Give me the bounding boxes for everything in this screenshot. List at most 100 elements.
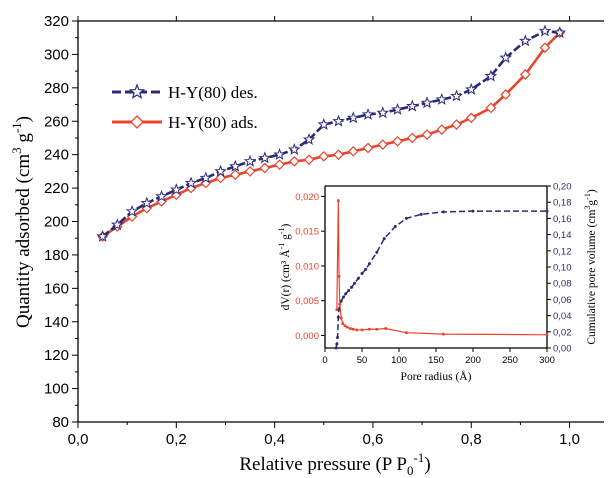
point-des bbox=[499, 51, 512, 64]
point-ads bbox=[215, 172, 226, 184]
point-des bbox=[155, 189, 168, 202]
y-tick-label: 280 bbox=[44, 80, 69, 97]
point-ads bbox=[318, 150, 330, 162]
legend: H-Y(80) des. H-Y(80) ads. bbox=[112, 83, 258, 132]
y-tick-label: 140 bbox=[44, 314, 69, 331]
inset-point-dv bbox=[341, 322, 345, 325]
point-des bbox=[96, 229, 109, 242]
point-des bbox=[170, 183, 183, 196]
legend-star-marker bbox=[128, 83, 146, 100]
main-plot: 0,0 0,2 0,4 0,6 0,8 1,0 80 100 120 140 160 180 200 22… bbox=[9, 13, 604, 478]
legend-label-des: H-Y(80) des. bbox=[168, 83, 258, 102]
point-des bbox=[332, 114, 345, 127]
point-des bbox=[435, 92, 449, 105]
inset-point-cumulative bbox=[404, 216, 408, 220]
legend-entry-des: H-Y(80) des. bbox=[112, 83, 258, 102]
main-y-axis-title: Quantity adsorbed (cm3 g-1) bbox=[9, 116, 34, 328]
inset-point-cumulative bbox=[393, 225, 397, 228]
point-des bbox=[346, 111, 360, 124]
inset-right-tick-label: 0,00 bbox=[553, 344, 572, 355]
point-des bbox=[243, 154, 257, 167]
point-des bbox=[288, 143, 301, 156]
inset-point-dv bbox=[355, 328, 359, 332]
point-ads bbox=[451, 119, 462, 130]
point-ads bbox=[303, 154, 315, 166]
inset-plot: 0 50 100 150 200 250 300 0,000 0,005 0,010 0,015 0,… bbox=[277, 182, 598, 384]
inset-point-cumulative bbox=[356, 276, 360, 280]
point-ads bbox=[274, 159, 285, 171]
inset-point-dv bbox=[339, 316, 343, 320]
point-des bbox=[376, 106, 390, 119]
inset-right-tick-label: 0,16 bbox=[553, 214, 572, 225]
y-tick-label: 320 bbox=[44, 13, 69, 30]
point-des bbox=[317, 117, 331, 130]
point-ads bbox=[377, 139, 389, 150]
inset-point-dv bbox=[545, 333, 549, 337]
inset-ticks: 0 50 100 150 200 250 300 0,000 0,005 0,010 0,015 0,… bbox=[295, 182, 571, 367]
inset-right-tick-label: 0,06 bbox=[553, 295, 572, 306]
x-tick-label: 1,0 bbox=[559, 431, 580, 448]
inset-point-cumulative bbox=[441, 210, 445, 214]
point-des bbox=[464, 82, 478, 95]
point-ads bbox=[406, 132, 418, 144]
point-ads bbox=[539, 42, 551, 54]
inset-point-cumulative bbox=[364, 267, 368, 271]
y-tick-label: 160 bbox=[44, 280, 69, 297]
inset-x-tick-label: 50 bbox=[357, 355, 368, 366]
inset-series bbox=[334, 199, 549, 350]
point-des bbox=[229, 159, 242, 172]
inset-point-cumulative bbox=[350, 285, 354, 289]
y-tick-label: 220 bbox=[44, 180, 69, 197]
inset-point-cumulative bbox=[336, 315, 340, 319]
point-ads bbox=[485, 102, 497, 114]
inset-point-dv bbox=[405, 331, 408, 335]
x-tick-label: 0,2 bbox=[166, 431, 187, 448]
inset-right-tick-label: 0,12 bbox=[553, 246, 572, 257]
inset-point-cumulative bbox=[382, 237, 386, 241]
point-des bbox=[125, 204, 139, 217]
inset-point-dv bbox=[351, 327, 355, 331]
inset-left-tick-label: 0,020 bbox=[295, 192, 319, 203]
inset-left-tick-label: 0,015 bbox=[295, 227, 319, 238]
point-des bbox=[273, 148, 286, 161]
point-des bbox=[519, 34, 532, 47]
inset-x-tick-label: 100 bbox=[391, 355, 407, 366]
inset-point-dv bbox=[442, 332, 445, 336]
y-tick-label: 260 bbox=[44, 113, 69, 130]
y-tick-label: 200 bbox=[44, 214, 69, 231]
inset-right-tick-label: 0,02 bbox=[553, 327, 572, 338]
point-des bbox=[184, 176, 198, 189]
legend-diamond-marker bbox=[130, 115, 144, 129]
point-ads bbox=[347, 145, 359, 157]
y-tick-label: 80 bbox=[52, 414, 69, 431]
legend-entry-ads: H-Y(80) ads. bbox=[112, 113, 258, 132]
inset-point-cumulative bbox=[367, 262, 371, 266]
point-des bbox=[484, 69, 498, 82]
point-ads bbox=[362, 142, 374, 154]
inset-point-dv bbox=[338, 302, 342, 306]
y-tick-label: 180 bbox=[44, 247, 69, 264]
inset-point-dv bbox=[335, 308, 339, 312]
point-des bbox=[140, 196, 154, 209]
point-des bbox=[553, 26, 567, 39]
inset-point-dv bbox=[343, 324, 347, 328]
inset-point-dv bbox=[345, 325, 349, 329]
point-des bbox=[405, 99, 419, 112]
y-tick-label: 240 bbox=[44, 147, 69, 164]
inset-left-tick-label: 0,000 bbox=[295, 331, 319, 342]
point-des bbox=[258, 151, 272, 164]
inset-right-tick-label: 0,20 bbox=[553, 182, 572, 193]
inset-point-cumulative bbox=[419, 212, 423, 216]
legend-label-ads: H-Y(80) ads. bbox=[168, 113, 258, 132]
inset-point-cumulative bbox=[545, 209, 549, 213]
inset-point-cumulative bbox=[360, 271, 364, 275]
point-ads bbox=[333, 149, 344, 161]
inset-point-cumulative bbox=[339, 299, 343, 303]
inset-x-tick-label: 200 bbox=[465, 355, 481, 366]
inset-point-cumulative bbox=[344, 292, 348, 296]
x-tick-label: 0,0 bbox=[68, 431, 89, 448]
main-x-axis-title: Relative pressure (P P0-1) bbox=[239, 450, 430, 478]
inset-point-dv bbox=[360, 328, 364, 332]
inset-x-tick-label: 150 bbox=[428, 355, 444, 366]
